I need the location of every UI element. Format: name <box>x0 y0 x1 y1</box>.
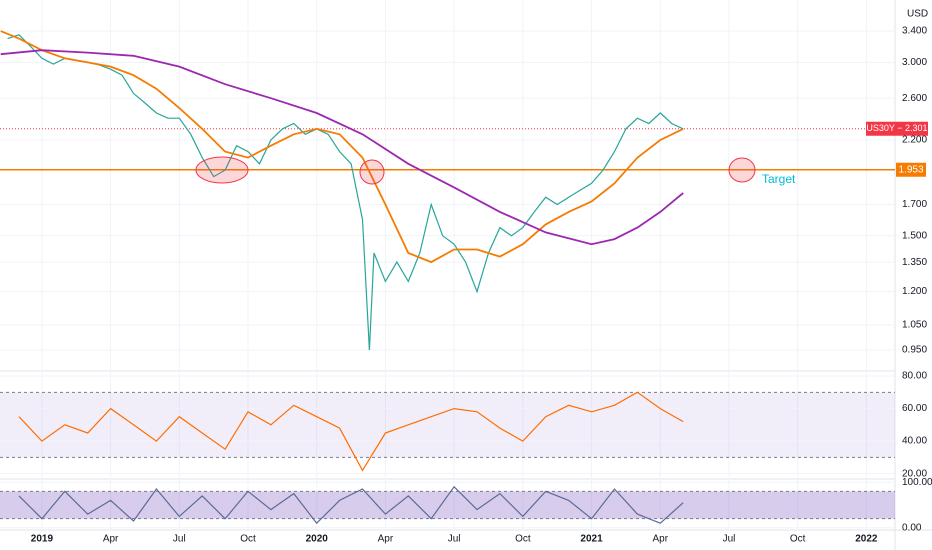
x-tick-label: Jul <box>723 534 736 545</box>
series-line <box>7 34 684 351</box>
x-tick-label: 2020 <box>306 534 329 545</box>
y-tick-label: 0.00 <box>902 522 922 533</box>
plot <box>0 0 928 530</box>
y-tick-label: 20.00 <box>902 468 927 479</box>
y-tick-label: 0.950 <box>902 345 927 356</box>
y-tick-label: 3.400 <box>902 26 927 37</box>
y-tick-label: 1.050 <box>902 320 927 331</box>
band <box>0 392 895 458</box>
x-tick-label: Apr <box>378 534 394 545</box>
y-tick-label: 40.00 <box>902 436 927 447</box>
series-line <box>18 485 684 525</box>
x-tick-label: 2021 <box>580 534 603 545</box>
y-tick-label: 80.00 <box>902 371 927 382</box>
y-tick-label: 3.000 <box>902 57 927 68</box>
x-tick-label: Apr <box>103 534 119 545</box>
y-tick-label: 2.200 <box>902 135 927 146</box>
series-line <box>18 391 684 472</box>
highlight-ellipse <box>728 157 756 183</box>
x-tick-label: 2022 <box>855 534 878 545</box>
y-tick-label: 100.00 <box>902 477 932 488</box>
y-tick-label: 2.600 <box>902 93 927 104</box>
highlight-ellipse <box>195 156 249 184</box>
series-line <box>0 30 684 264</box>
highlight-ellipse <box>359 159 385 185</box>
x-tick-label: Jul <box>173 534 186 545</box>
y-tick-label: 60.00 <box>902 403 927 414</box>
y-tick-label: 1.350 <box>902 257 927 268</box>
y-tick-label: 1.700 <box>902 199 927 210</box>
y-tick-label: 1.200 <box>902 286 927 297</box>
level-tag <box>896 162 926 177</box>
last-price-label: US30Y − 2.301 <box>866 123 927 133</box>
x-tick-label: Apr <box>652 534 668 545</box>
annotation-text: Target <box>762 172 796 186</box>
currency-label: USD <box>907 9 928 20</box>
series-line <box>0 49 684 246</box>
level-label: 1.953 <box>898 164 923 175</box>
x-tick-label: Oct <box>240 534 256 545</box>
last-price-tag <box>866 121 928 136</box>
x-tick-label: Oct <box>515 534 531 545</box>
x-tick-label: Oct <box>790 534 806 545</box>
x-tick-label: 2019 <box>31 534 54 545</box>
x-tick-label: Jul <box>448 534 461 545</box>
y-tick-label: 1.500 <box>902 230 927 241</box>
